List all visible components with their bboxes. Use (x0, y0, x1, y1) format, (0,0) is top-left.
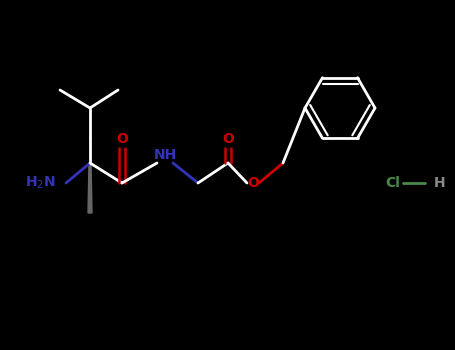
Text: O: O (222, 132, 234, 146)
Text: H: H (434, 176, 445, 190)
Text: O: O (116, 132, 128, 146)
Text: O: O (247, 176, 259, 190)
Polygon shape (88, 163, 92, 213)
Text: Cl: Cl (385, 176, 400, 190)
Text: H$_2$N: H$_2$N (25, 175, 56, 191)
Text: NH: NH (153, 148, 177, 162)
